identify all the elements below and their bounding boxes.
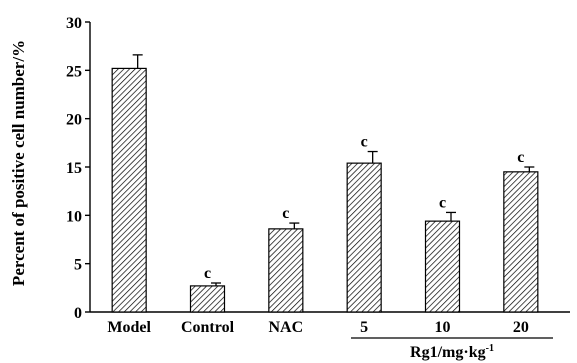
- bar: [111, 67, 147, 313]
- x-ticks: Model Control NAC 5 10 20: [107, 319, 528, 336]
- significance-label: c: [361, 134, 368, 151]
- bar: [424, 220, 461, 313]
- y-tick-label: 25: [66, 63, 82, 80]
- bar: [346, 162, 382, 313]
- bar: [268, 228, 304, 313]
- x-tick-label: 5: [360, 319, 368, 336]
- group-label: Rg1/mg·kg-1: [410, 343, 494, 361]
- y-tick-label: 5: [74, 257, 82, 274]
- x-tick-label: Control: [181, 319, 235, 336]
- x-tick-label: 20: [513, 319, 529, 336]
- y-tick-label: 20: [66, 112, 82, 129]
- x-tick-label: Model: [107, 319, 151, 336]
- bar: [189, 285, 226, 313]
- significance-label: c: [439, 194, 446, 211]
- significance-label: c: [517, 149, 524, 166]
- significance-label: c: [204, 265, 211, 282]
- significance-label: c: [282, 205, 289, 222]
- y-axis-label: Percent of positive cell number/%: [9, 40, 28, 286]
- bars: c c c c c: [111, 54, 539, 313]
- x-tick-label: 10: [435, 319, 451, 336]
- bar: [503, 171, 539, 313]
- y-tick-label: 0: [74, 305, 82, 322]
- y-tick-label: 15: [66, 160, 82, 177]
- group-label-exponent: -1: [486, 343, 494, 354]
- y-tick-label: 30: [66, 15, 82, 32]
- y-ticks: 0 5 10 15 20 25 30: [66, 15, 90, 322]
- x-tick-label: NAC: [268, 319, 303, 336]
- y-tick-label: 10: [66, 208, 82, 225]
- axes: [89, 22, 570, 313]
